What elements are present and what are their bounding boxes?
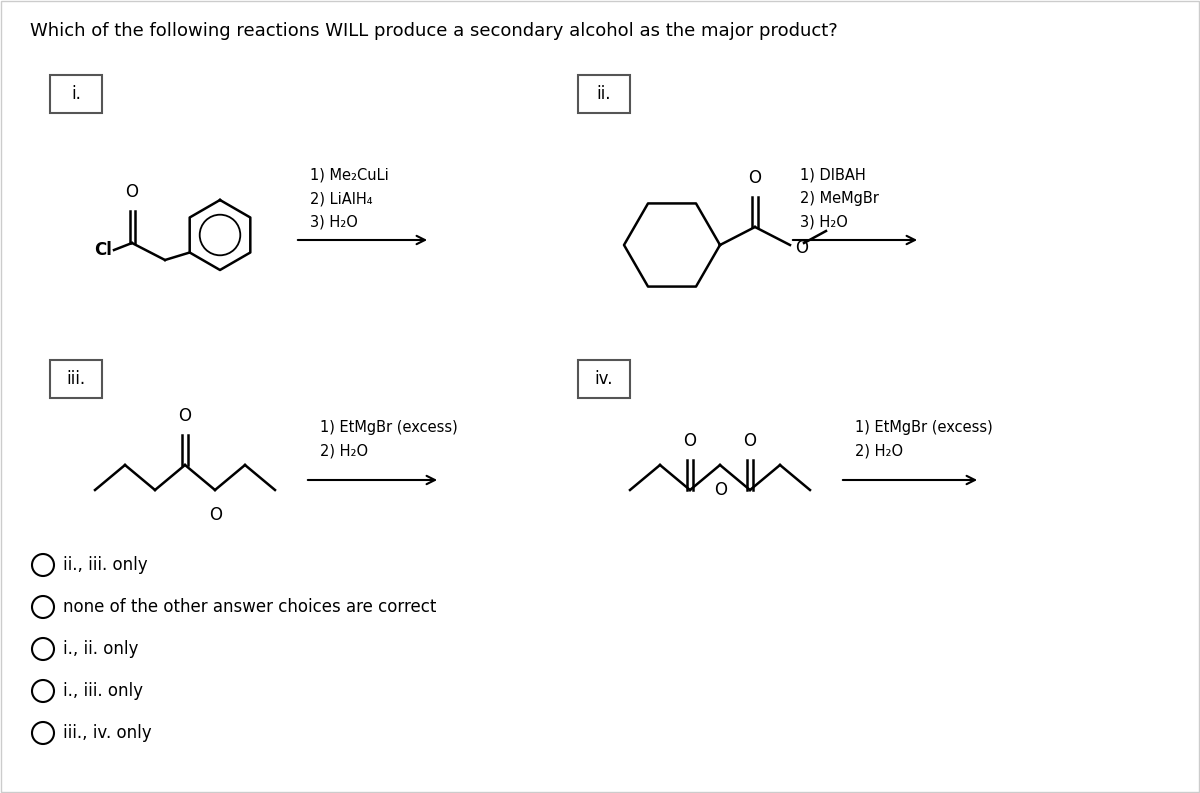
Text: ii.: ii. <box>596 85 611 103</box>
Bar <box>50 75 102 113</box>
Text: iii.: iii. <box>66 370 85 388</box>
Text: 1) Me₂CuLi
2) LiAlH₄
3) H₂O: 1) Me₂CuLi 2) LiAlH₄ 3) H₂O <box>310 168 389 230</box>
Text: i.: i. <box>71 85 80 103</box>
Bar <box>50 360 102 398</box>
Text: O: O <box>684 432 696 450</box>
Text: Cl: Cl <box>94 241 112 259</box>
Text: O: O <box>126 183 138 201</box>
Text: O: O <box>179 407 192 425</box>
Text: 1) EtMgBr (excess)
2) H₂O: 1) EtMgBr (excess) 2) H₂O <box>854 420 992 458</box>
Text: none of the other answer choices are correct: none of the other answer choices are cor… <box>64 598 437 616</box>
Bar <box>578 360 630 398</box>
Text: Which of the following reactions WILL produce a secondary alcohol as the major p: Which of the following reactions WILL pr… <box>30 22 838 40</box>
Text: i., ii. only: i., ii. only <box>64 640 138 658</box>
Text: ii., iii. only: ii., iii. only <box>64 556 148 574</box>
Text: iii., iv. only: iii., iv. only <box>64 724 151 742</box>
Bar <box>578 75 630 113</box>
Text: O: O <box>796 239 808 257</box>
Text: O: O <box>210 506 222 524</box>
Text: 1) EtMgBr (excess)
2) H₂O: 1) EtMgBr (excess) 2) H₂O <box>320 420 457 458</box>
Text: O: O <box>744 432 756 450</box>
Text: iv.: iv. <box>595 370 613 388</box>
Text: O: O <box>749 169 762 187</box>
Text: i., iii. only: i., iii. only <box>64 682 143 700</box>
Text: O: O <box>714 481 727 499</box>
Text: 1) DIBAH
2) MeMgBr
3) H₂O: 1) DIBAH 2) MeMgBr 3) H₂O <box>800 168 878 230</box>
